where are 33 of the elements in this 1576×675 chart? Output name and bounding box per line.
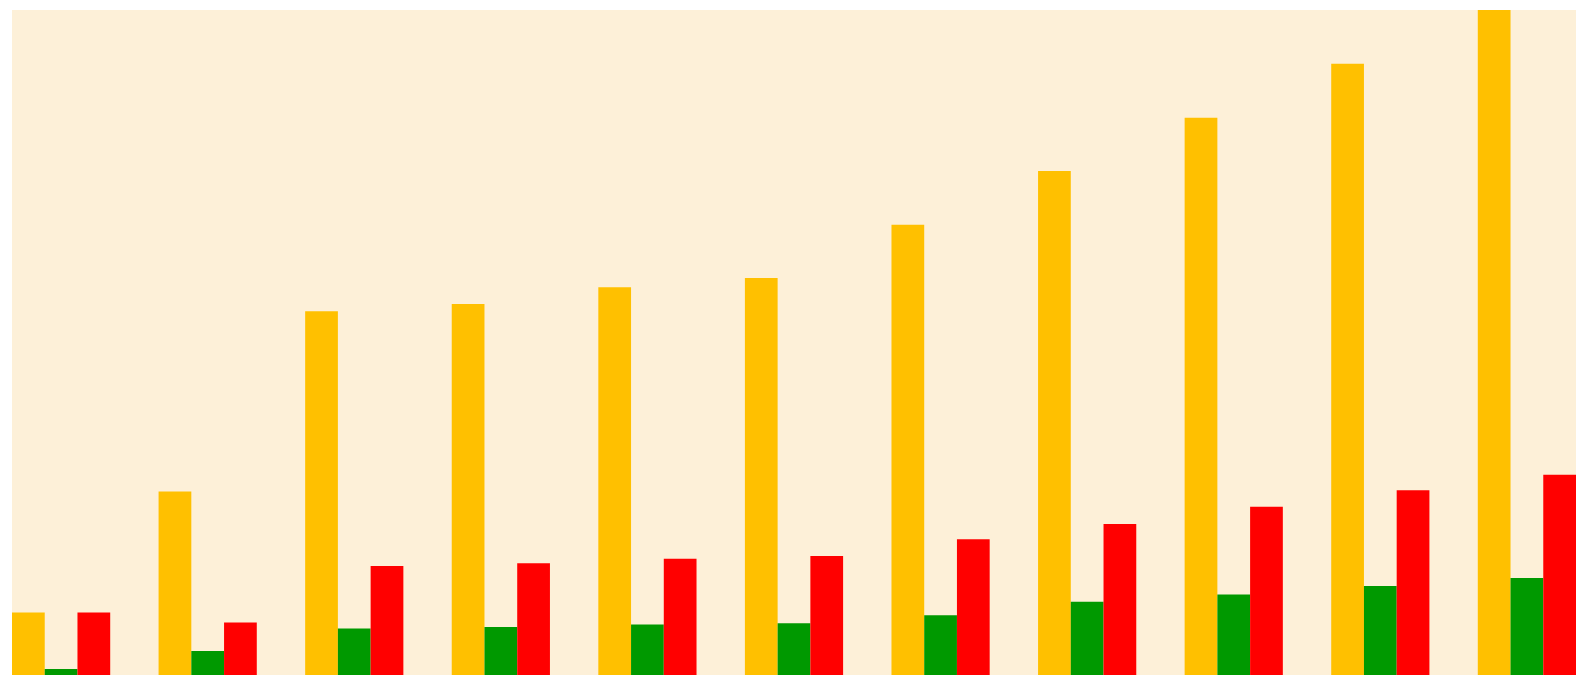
bar [1363,585,1397,675]
bar [1070,601,1104,675]
bar [484,627,518,675]
bar [1184,117,1218,675]
bar [598,287,632,675]
bar [337,628,371,675]
bar [631,624,664,675]
bar [1543,474,1576,675]
bar [305,311,338,675]
bar [1477,10,1511,675]
bar [1103,524,1137,675]
bar [451,303,485,675]
bar [224,622,257,675]
bar [891,224,925,675]
bar [12,612,45,675]
bar [810,555,844,675]
bar [370,565,404,675]
bar [1038,170,1071,675]
bar [1250,506,1283,675]
bar [1217,594,1251,675]
bar [1510,577,1544,675]
bar [777,623,811,675]
bar [663,558,697,675]
bar [1331,63,1364,675]
bar [1396,490,1430,675]
bar [44,669,78,675]
bar [956,539,990,675]
bar [158,491,192,675]
bar [77,612,111,675]
bar [744,278,778,675]
bar [924,615,957,675]
bar [191,651,225,675]
bar [517,563,550,675]
